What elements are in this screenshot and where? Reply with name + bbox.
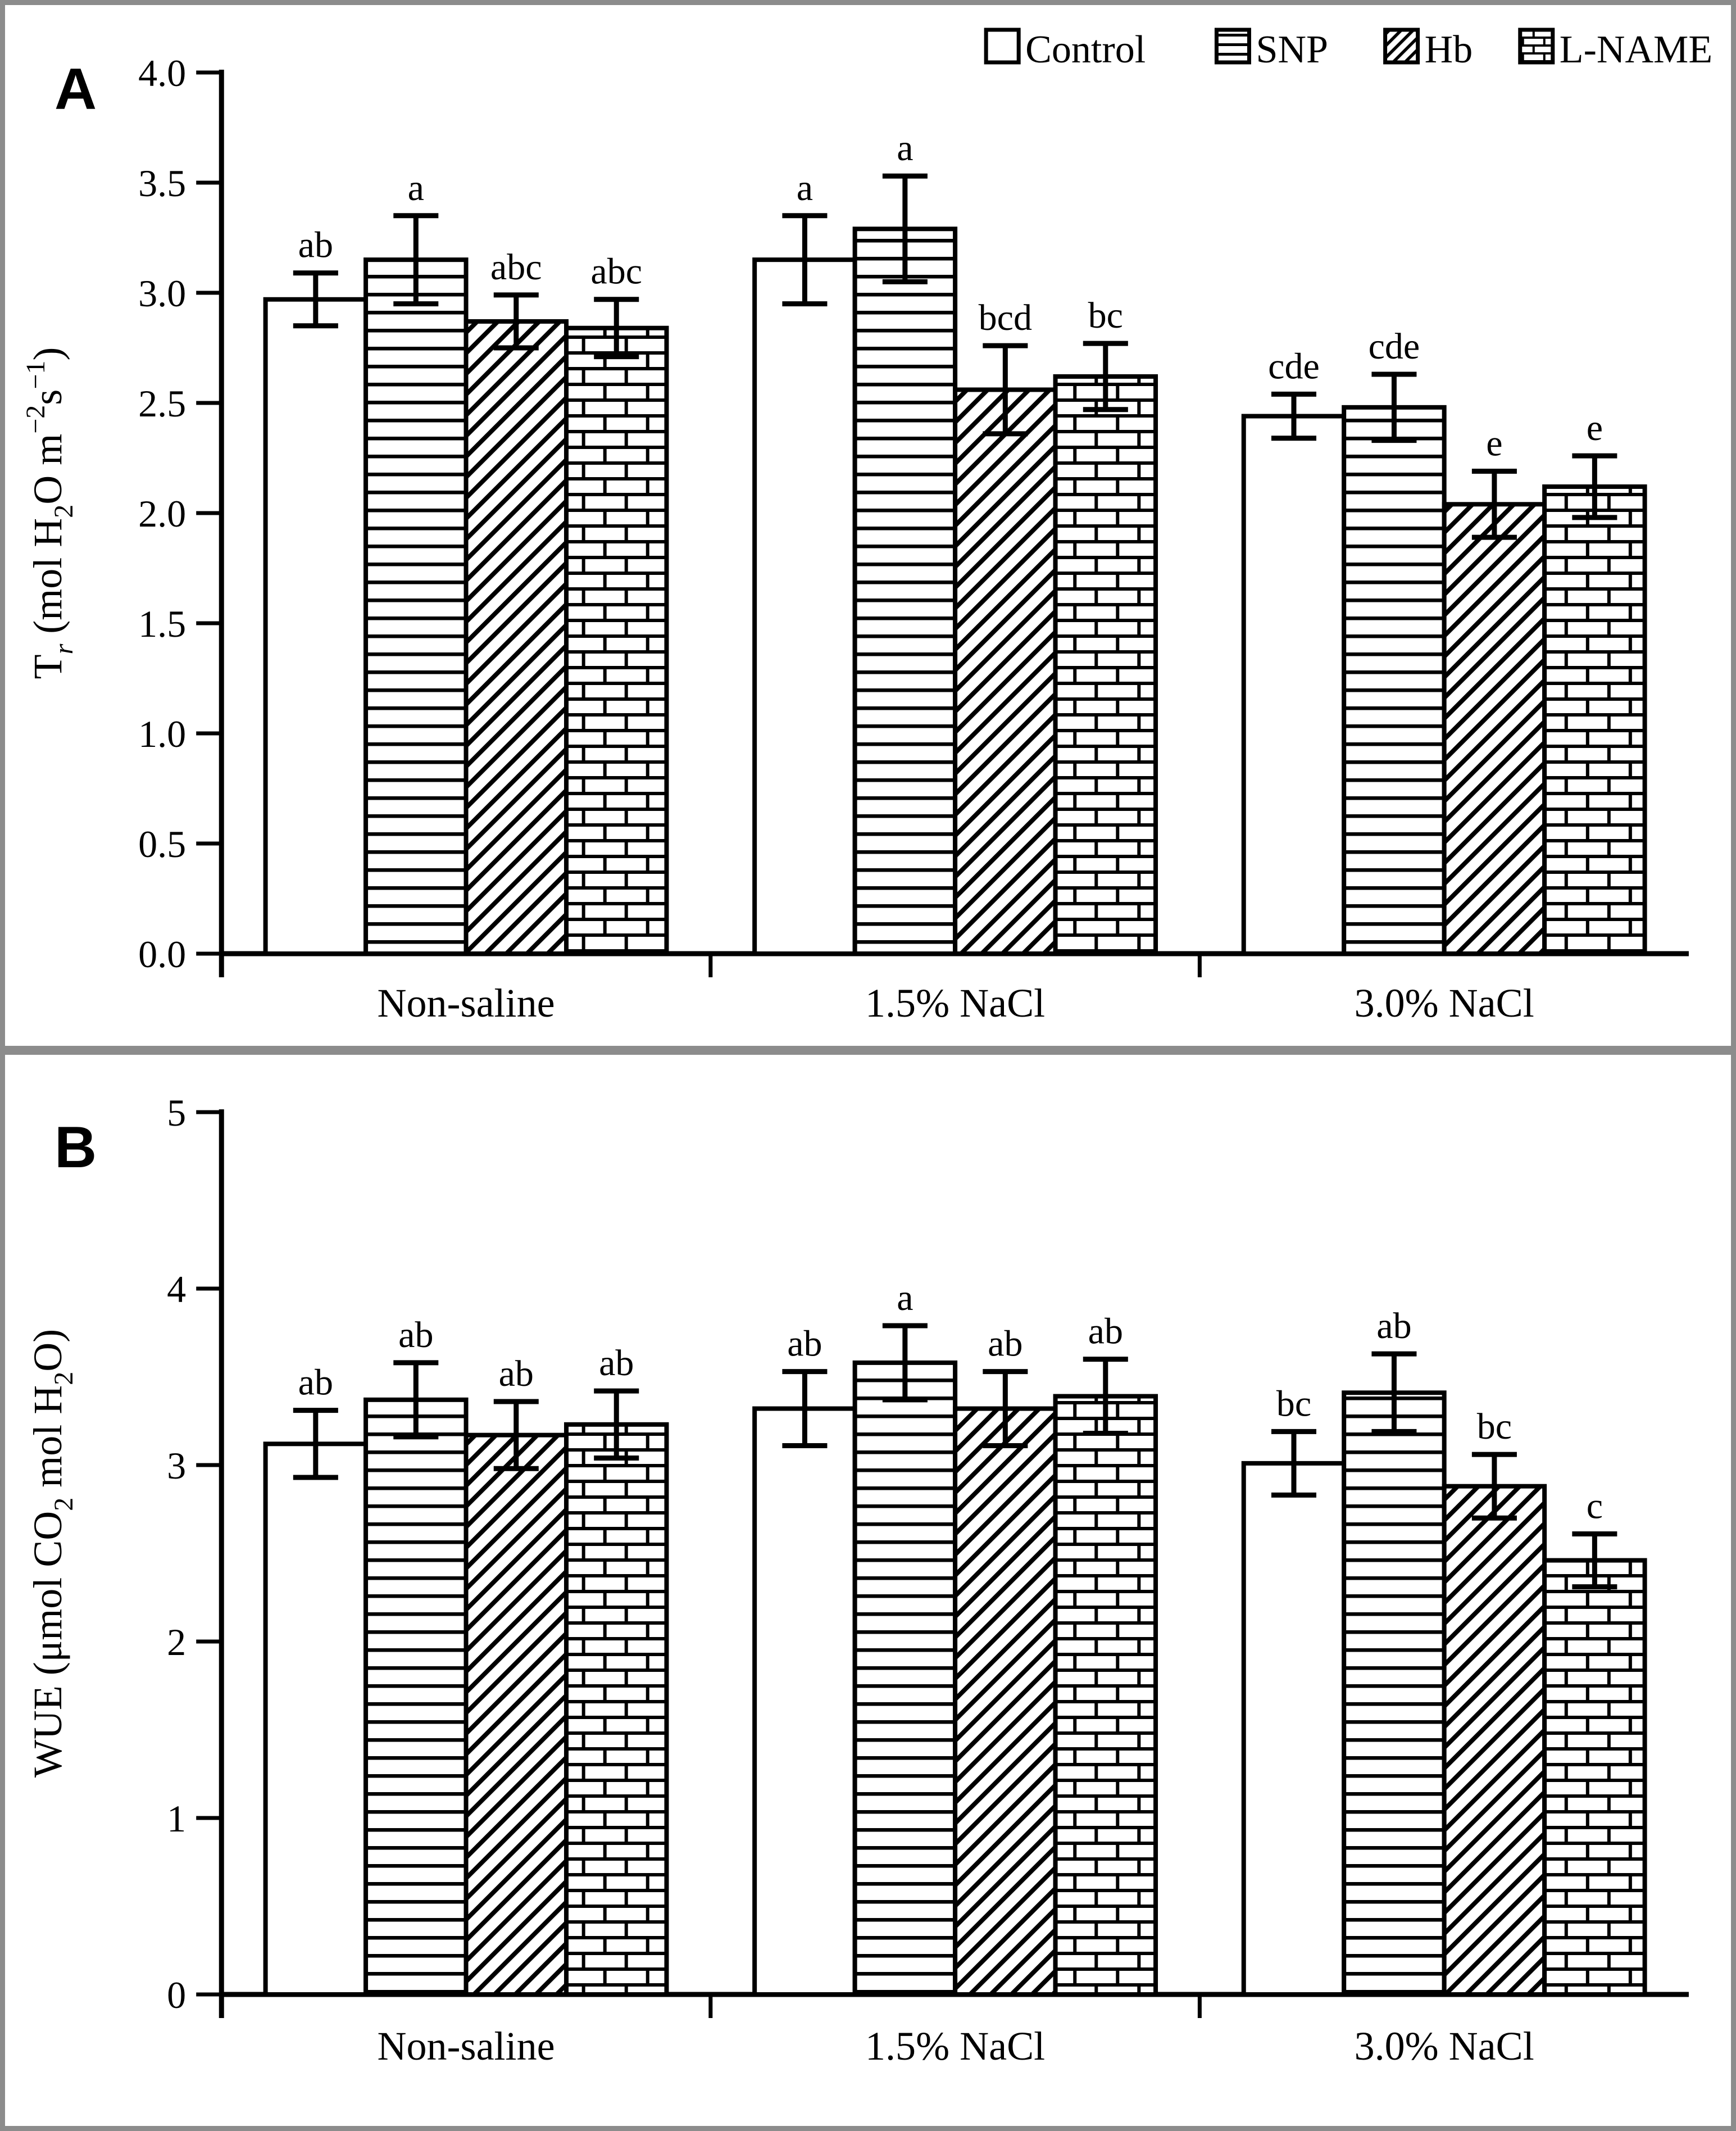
- panel-a-chart: 0.0 0.5 1.0 1.5 2.0 2.5 3.0 3.5 4.0 Tr (mol H2O m…: [21, 28, 1712, 1026]
- bar: [463, 1432, 569, 1997]
- significance-letter: ab: [398, 1314, 433, 1355]
- significance-letter: ab: [298, 225, 333, 266]
- bar: [563, 1422, 669, 1997]
- category-label: Non-saline: [377, 2024, 555, 2069]
- legend-swatch: [1214, 28, 1251, 65]
- significance-letter: cde: [1268, 346, 1320, 387]
- bar: [1342, 1390, 1447, 1997]
- legend-label: L-NAME: [1560, 28, 1712, 71]
- panel-divider: [5, 1046, 1731, 1055]
- significance-letter: e: [1486, 423, 1502, 464]
- y-tick-label: 2.5: [138, 382, 186, 425]
- significance-letter: a: [797, 167, 813, 208]
- significance-letter: c: [1587, 1485, 1603, 1526]
- y-tick-label: 1.5: [138, 602, 186, 645]
- panel-label: A: [54, 57, 97, 122]
- panel-label: B: [54, 1115, 97, 1180]
- bar: [1442, 502, 1547, 956]
- bar: [1542, 1558, 1647, 1997]
- bar: [1053, 374, 1158, 956]
- bar: [263, 1441, 369, 1997]
- significance-letter: ab: [1376, 1305, 1411, 1346]
- y-tick-label: 2.0: [138, 492, 186, 535]
- significance-letter: ab: [499, 1353, 534, 1394]
- significance-letter: e: [1587, 407, 1603, 448]
- y-tick-label: 4: [167, 1268, 186, 1311]
- y-tick-label: 3.5: [138, 162, 186, 205]
- bar: [1053, 1394, 1158, 1997]
- significance-letter: abc: [490, 247, 542, 288]
- bar: [953, 387, 1058, 956]
- significance-letter: a: [897, 128, 913, 169]
- y-tick-label: 1: [167, 1797, 186, 1840]
- significance-letter: ab: [787, 1323, 822, 1364]
- significance-letter: ab: [599, 1343, 634, 1384]
- bar: [1241, 1461, 1347, 1997]
- y-tick-label: 5: [167, 1091, 186, 1134]
- y-axis-label: WUE (μmol CO2 mol H2O): [25, 1329, 79, 1778]
- category-label: Non-saline: [377, 981, 555, 1026]
- category-label: 3.0% NaCl: [1355, 981, 1534, 1026]
- bar: [363, 257, 469, 956]
- y-tick-label: 1.0: [138, 713, 186, 755]
- category-label: 3.0% NaCl: [1355, 2024, 1534, 2069]
- y-tick-label: 4.0: [138, 52, 186, 94]
- significance-letter: ab: [988, 1323, 1022, 1364]
- bar: [263, 297, 369, 956]
- significance-letter: cde: [1369, 326, 1420, 367]
- significance-letter: a: [408, 167, 424, 208]
- bar: [363, 1397, 469, 1997]
- significance-letter: bc: [1276, 1383, 1311, 1424]
- significance-letter: bcd: [979, 297, 1032, 338]
- bar: [752, 257, 857, 956]
- y-axis-label: Tr (mol H2O m−2s−1): [21, 347, 79, 679]
- significance-letter: bc: [1477, 1406, 1512, 1447]
- bar: [563, 325, 669, 956]
- bar: [463, 319, 569, 956]
- y-tick-label: 0.5: [138, 823, 186, 865]
- bar: [953, 1406, 1058, 1997]
- legend-swatch: [1518, 28, 1555, 65]
- significance-letter: ab: [1088, 1311, 1123, 1352]
- legend-swatch: [984, 28, 1021, 65]
- y-tick-label: 0: [167, 1974, 186, 2016]
- bar: [852, 1360, 958, 1997]
- category-label: 1.5% NaCl: [865, 981, 1045, 1026]
- legend-label: Hb: [1425, 28, 1473, 71]
- y-tick-label: 2: [167, 1621, 186, 1663]
- significance-letter: ab: [298, 1362, 333, 1403]
- significance-letter: abc: [590, 251, 642, 292]
- significance-letter: bc: [1088, 295, 1123, 336]
- panel-b: 0 1 2 3 4 5 WUE (μmol CO2 mol H2O) B Non-saline a…: [5, 1055, 1731, 2125]
- significance-letter: a: [897, 1277, 913, 1318]
- bar: [1442, 1484, 1547, 1997]
- legend-label: Control: [1025, 28, 1146, 71]
- legend-label: SNP: [1256, 28, 1328, 71]
- bar: [752, 1406, 857, 1997]
- bar: [1241, 414, 1347, 956]
- y-tick-label: 3.0: [138, 272, 186, 315]
- bar: [1542, 484, 1647, 956]
- y-tick-label: 3: [167, 1444, 186, 1487]
- category-label: 1.5% NaCl: [865, 2024, 1045, 2069]
- bar: [1342, 405, 1447, 956]
- panel-b-chart: 0 1 2 3 4 5 WUE (μmol CO2 mol H2O) B Non-saline a…: [25, 1091, 1689, 2069]
- bar: [852, 226, 958, 956]
- y-tick-label: 0.0: [138, 933, 186, 976]
- panel-a: 0.0 0.5 1.0 1.5 2.0 2.5 3.0 3.5 4.0 Tr (mol H2O m…: [5, 5, 1731, 1046]
- legend-swatch: [1383, 28, 1420, 65]
